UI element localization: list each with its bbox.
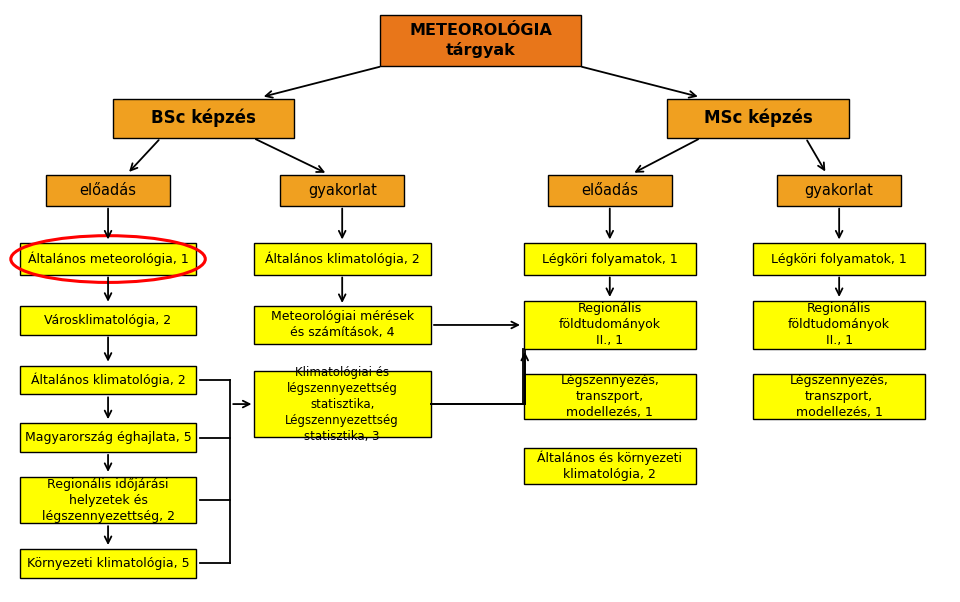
Text: Klimatológiai és
légszennyezettség
statisztika,
Légszennyezettség
statisztika, 3: Klimatológiai és légszennyezettség stati…	[285, 365, 399, 442]
Text: Regionális időjárási
helyzetek és
légszennyezettség, 2: Regionális időjárási helyzetek és légsze…	[41, 477, 175, 523]
FancyBboxPatch shape	[19, 549, 197, 578]
FancyBboxPatch shape	[113, 99, 295, 138]
FancyBboxPatch shape	[19, 423, 197, 452]
Text: Légszennyezés,
transzport,
modellezés, 1: Légszennyezés, transzport, modellezés, 1	[561, 374, 660, 420]
Text: Városklimatológia, 2: Városklimatológia, 2	[44, 314, 172, 327]
Text: Légköri folyamatok, 1: Légköri folyamatok, 1	[541, 253, 678, 265]
FancyBboxPatch shape	[19, 306, 197, 335]
FancyBboxPatch shape	[667, 99, 849, 138]
Text: Regionális
földtudományok
II., 1: Regionális földtudományok II., 1	[788, 302, 890, 347]
Text: Meteorológiai mérések
és számítások, 4: Meteorológiai mérések és számítások, 4	[271, 311, 414, 340]
Text: Általános klimatológia, 2: Általános klimatológia, 2	[31, 373, 185, 387]
FancyBboxPatch shape	[46, 175, 170, 206]
Text: Magyarország éghajlata, 5: Magyarország éghajlata, 5	[25, 431, 191, 444]
FancyBboxPatch shape	[524, 243, 696, 275]
Text: Környezeti klimatológia, 5: Környezeti klimatológia, 5	[27, 557, 189, 570]
Text: BSc képzés: BSc képzés	[151, 109, 256, 128]
FancyBboxPatch shape	[19, 243, 197, 275]
Text: Regionális
földtudományok
II., 1: Regionális földtudományok II., 1	[559, 302, 660, 347]
FancyBboxPatch shape	[754, 374, 925, 420]
FancyBboxPatch shape	[777, 175, 901, 206]
FancyBboxPatch shape	[253, 243, 431, 275]
FancyBboxPatch shape	[754, 243, 925, 275]
FancyBboxPatch shape	[547, 175, 672, 206]
FancyBboxPatch shape	[380, 15, 581, 66]
FancyBboxPatch shape	[253, 371, 431, 437]
FancyBboxPatch shape	[754, 301, 925, 349]
Text: előadás: előadás	[80, 182, 136, 197]
FancyBboxPatch shape	[19, 366, 197, 394]
Text: Általános meteorológia, 1: Általános meteorológia, 1	[28, 252, 188, 266]
FancyBboxPatch shape	[524, 448, 696, 484]
FancyBboxPatch shape	[524, 301, 696, 349]
FancyBboxPatch shape	[280, 175, 404, 206]
Text: METEOROLÓGIA
tárgyak: METEOROLÓGIA tárgyak	[409, 23, 552, 58]
Text: gyakorlat: gyakorlat	[804, 182, 874, 197]
Text: MSc képzés: MSc képzés	[704, 109, 812, 128]
FancyBboxPatch shape	[19, 477, 197, 523]
FancyBboxPatch shape	[253, 306, 431, 344]
Text: előadás: előadás	[582, 182, 638, 197]
Text: Általános klimatológia, 2: Általános klimatológia, 2	[265, 252, 420, 266]
Text: Általános és környezeti
klimatológia, 2: Általános és környezeti klimatológia, 2	[538, 450, 683, 481]
Text: Légköri folyamatok, 1: Légköri folyamatok, 1	[771, 253, 907, 265]
FancyBboxPatch shape	[524, 374, 696, 420]
Text: gyakorlat: gyakorlat	[308, 182, 376, 197]
Text: Légszennyezés,
transzport,
modellezés, 1: Légszennyezés, transzport, modellezés, 1	[790, 374, 889, 420]
